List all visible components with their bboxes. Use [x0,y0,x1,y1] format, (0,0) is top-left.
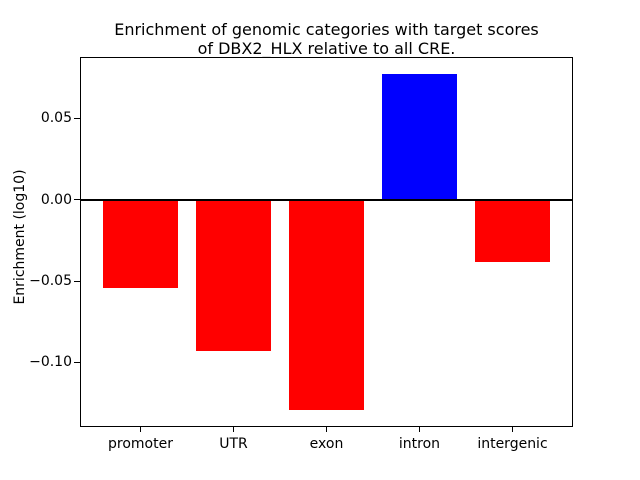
chart-title: Enrichment of genomic categories with ta… [80,20,573,58]
bar-intron [382,74,457,200]
y-tick-label: −0.05 [29,273,72,290]
x-tick-mark [233,427,234,432]
y-tick-label: −0.10 [29,354,72,371]
chart-title-line1: Enrichment of genomic categories with ta… [114,20,539,39]
bar-intergenic [475,199,550,262]
zero-line [81,198,572,201]
y-tick-mark [74,361,80,363]
x-tick-label-exon: exon [309,436,344,452]
plot-area [80,57,573,427]
bar-UTR [196,199,271,352]
y-tick-mark [74,280,80,282]
x-tick-mark [326,427,327,432]
x-tick-label-UTR: UTR [219,436,248,452]
x-tick-label-promoter: promoter [108,436,173,452]
y-axis-label: Enrichment (log10) [12,169,28,305]
y-tick-label: 0.00 [40,191,72,208]
y-tick-mark [74,117,80,119]
x-tick-mark [418,427,420,432]
bar-exon [289,199,364,410]
y-tick-label: 0.05 [40,110,72,127]
y-tick-mark [74,199,80,201]
bar-promoter [103,199,178,288]
x-tick-mark [511,427,513,432]
x-tick-mark [140,427,141,432]
x-tick-label-intron: intron [398,436,441,452]
chart-title-line2: of DBX2_HLX relative to all CRE. [197,39,456,58]
x-tick-label-intergenic: intergenic [477,436,548,452]
